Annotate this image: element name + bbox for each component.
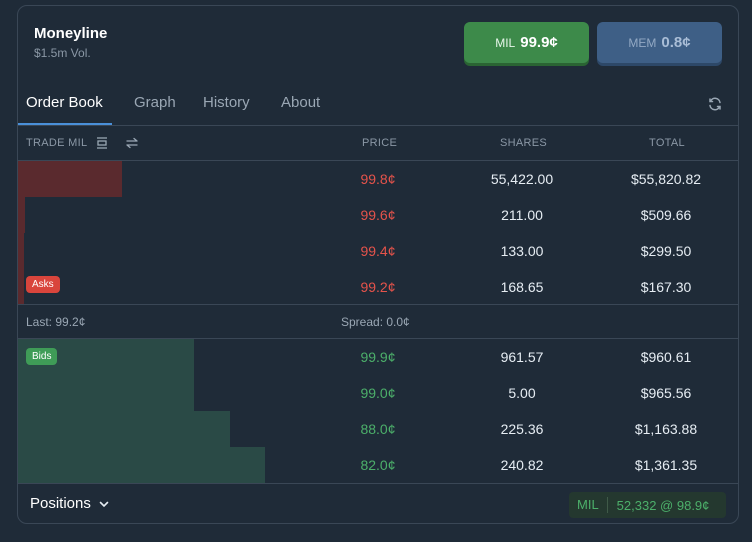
mem-outcome-price: 0.8¢ xyxy=(661,34,691,51)
ask-row[interactable]: 99.4¢ 133.00 $299.50 xyxy=(18,233,738,269)
buy-mem-button[interactable]: MEM 0.8¢ xyxy=(597,22,722,63)
price-column-header: PRICE xyxy=(362,137,398,149)
bid-total: $1,361.35 xyxy=(634,457,698,473)
bid-price: 99.9¢ xyxy=(360,349,396,365)
last-price: Last: 99.2¢ xyxy=(26,315,86,329)
mem-outcome-label: MEM xyxy=(628,35,657,50)
tab-about[interactable]: About xyxy=(281,94,321,111)
book-layout-icon[interactable] xyxy=(94,135,110,151)
bids-badge: Bids xyxy=(26,348,58,365)
chevron-down-icon xyxy=(99,501,109,507)
bid-price: 82.0¢ xyxy=(360,457,396,473)
position-badge[interactable]: MIL 52,332 @ 98.9¢ xyxy=(569,492,726,518)
ask-price: 99.8¢ xyxy=(360,171,396,187)
shares-column-header: SHARES xyxy=(500,137,548,149)
spread-bar: Last: 99.2¢ Spread: 0.0¢ xyxy=(18,304,738,339)
asks-badge: Asks xyxy=(26,276,60,293)
trade-column-header: TRADE MIL xyxy=(26,137,88,149)
swap-arrows-icon[interactable] xyxy=(124,135,140,151)
ask-price: 99.6¢ xyxy=(360,207,396,223)
ask-row[interactable]: 99.8¢ 55,422.00 $55,820.82 xyxy=(18,161,738,197)
tab-bar: Order Book Graph History About xyxy=(18,84,738,126)
ask-price: 99.2¢ xyxy=(360,279,396,295)
ask-shares: 55,422.00 xyxy=(490,171,554,187)
bid-depth-bar xyxy=(18,375,194,411)
ask-row[interactable]: 99.6¢ 211.00 $509.66 xyxy=(18,197,738,233)
ask-total: $509.66 xyxy=(640,207,692,223)
tab-history[interactable]: History xyxy=(203,94,250,111)
bid-row[interactable]: 88.0¢ 225.36 $1,163.88 xyxy=(18,411,738,447)
ask-total: $55,820.82 xyxy=(630,171,702,187)
bid-row[interactable]: 99.9¢ 961.57 $960.61 xyxy=(18,339,738,375)
ask-depth-bar xyxy=(18,161,122,197)
mil-outcome-price: 99.9¢ xyxy=(520,34,558,51)
bid-row[interactable]: 82.0¢ 240.82 $1,361.35 xyxy=(18,447,738,483)
refresh-icon[interactable] xyxy=(707,96,723,112)
bid-row[interactable]: 99.0¢ 5.00 $965.56 xyxy=(18,375,738,411)
market-volume: $1.5m Vol. xyxy=(34,46,91,60)
positions-toggle[interactable]: Positions xyxy=(30,495,110,512)
bid-total: $1,163.88 xyxy=(634,421,698,437)
market-title: Moneyline xyxy=(34,25,108,42)
bid-depth-bar xyxy=(18,447,265,483)
bid-depth-bar xyxy=(18,411,230,447)
tab-graph[interactable]: Graph xyxy=(134,94,176,111)
position-side: MIL xyxy=(569,497,608,513)
bid-total: $960.61 xyxy=(640,349,692,365)
ask-total: $299.50 xyxy=(640,243,692,259)
ask-price: 99.4¢ xyxy=(360,243,396,259)
positions-footer: Positions MIL 52,332 @ 98.9¢ xyxy=(18,483,738,523)
mil-outcome-label: MIL xyxy=(495,35,516,50)
ask-row[interactable]: 99.2¢ 168.65 $167.30 xyxy=(18,269,738,305)
positions-label: Positions xyxy=(30,495,91,512)
order-book-card: Moneyline $1.5m Vol. MIL 99.9¢ MEM 0.8¢ … xyxy=(17,5,739,524)
ask-depth-bar xyxy=(18,233,24,269)
ask-shares: 211.00 xyxy=(501,207,543,223)
position-holding: 52,332 @ 98.9¢ xyxy=(616,497,710,513)
ask-depth-bar xyxy=(18,197,25,233)
ask-total: $167.30 xyxy=(640,279,692,295)
spread-value: Spread: 0.0¢ xyxy=(341,315,410,329)
ask-depth-bar xyxy=(18,269,24,305)
bid-shares: 240.82 xyxy=(500,457,544,473)
total-column-header: TOTAL xyxy=(649,137,685,149)
buy-mil-button[interactable]: MIL 99.9¢ xyxy=(464,22,589,63)
tab-order-book[interactable]: Order Book xyxy=(26,94,103,111)
order-book-column-header: TRADE MIL PRICE SHARES TOTAL xyxy=(18,127,738,161)
bid-shares: 225.36 xyxy=(500,421,544,437)
bid-shares: 5.00 xyxy=(508,385,536,401)
bid-shares: 961.57 xyxy=(500,349,544,365)
bid-total: $965.56 xyxy=(640,385,692,401)
active-tab-indicator xyxy=(18,123,112,125)
bid-price: 88.0¢ xyxy=(360,421,396,437)
ask-shares: 168.65 xyxy=(500,279,544,295)
bid-price: 99.0¢ xyxy=(360,385,396,401)
ask-shares: 133.00 xyxy=(500,243,544,259)
